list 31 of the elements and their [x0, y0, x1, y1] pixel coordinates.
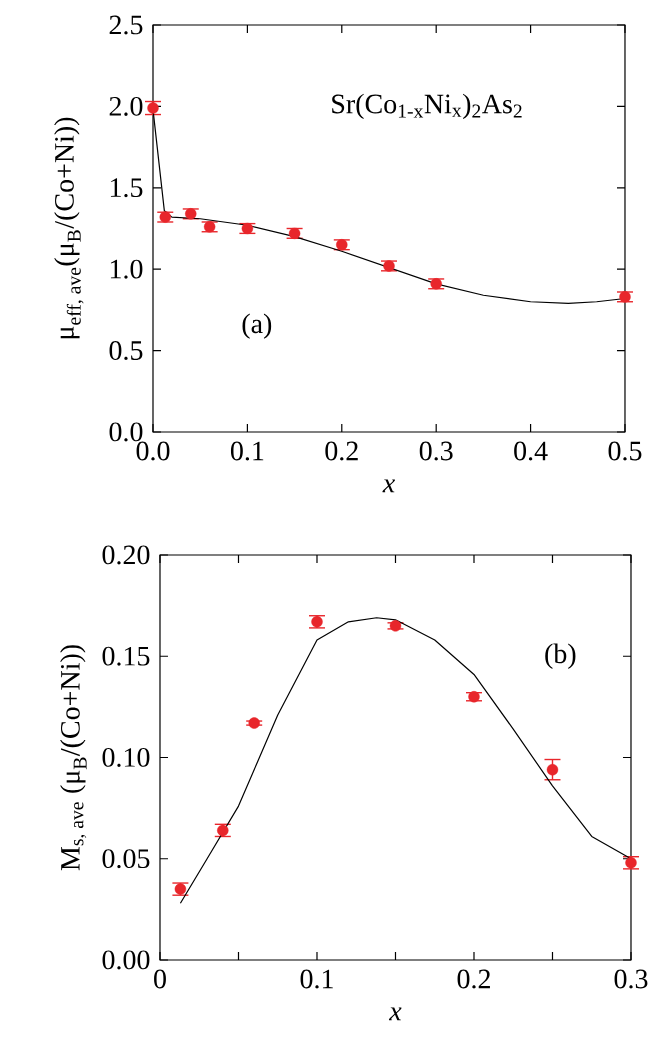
y-tick-label: 0.10	[102, 747, 150, 767]
point	[248, 717, 260, 729]
y-tick-label: 0.5	[109, 341, 143, 361]
y-tick-label: 1.0	[110, 259, 143, 279]
point	[546, 763, 559, 776]
y-axis-title: $\text{μ}_{\text{eff, ave}}\text{(μ}_{\text{B}}\text{/(Co+Ni))}$	[54, 117, 84, 339]
y-tick-label: 0.00	[102, 950, 150, 970]
y-tick-label: 0.20	[102, 545, 150, 565]
annotation: (a)	[242, 313, 272, 339]
x-tick-label: 0.3	[419, 441, 453, 461]
x-tick-label: 0.3	[614, 969, 648, 989]
x-tick-label: 0.2	[457, 969, 490, 989]
x-axis-title: x	[382, 479, 395, 493]
y-tick-label: 0.15	[102, 646, 150, 666]
x-tick-label: 0.5	[608, 441, 642, 461]
y-tick-label: 2.0	[109, 96, 143, 116]
y-tick-label: 2.5	[109, 15, 143, 35]
y-tick-label: 0.05	[102, 849, 150, 869]
x-tick-label: 0.1	[300, 969, 333, 989]
annotation: (b)	[545, 643, 576, 669]
x-tick-label: 0.0	[136, 441, 170, 461]
x-tick-label: 0	[154, 969, 166, 989]
x-tick-label: 0.4	[514, 441, 548, 461]
x-axis-title: x	[388, 1007, 402, 1021]
x-tick-label: 0.2	[325, 441, 358, 461]
point	[389, 620, 402, 632]
annotation: Sr(Co$_{1-x}$Ni$_{x}$)$_{2}$As$_{2}$	[332, 93, 522, 120]
x-tick-label: 0.1	[230, 441, 264, 461]
y-tick-label: 1.5	[110, 178, 143, 198]
y-tick-label: 0.0	[109, 422, 143, 442]
y-axis-title: $\text{M}_{\text{s, ave}}\text{ (μ}_{\text{B}}\text{/(Co+Ni))}$	[60, 645, 87, 871]
